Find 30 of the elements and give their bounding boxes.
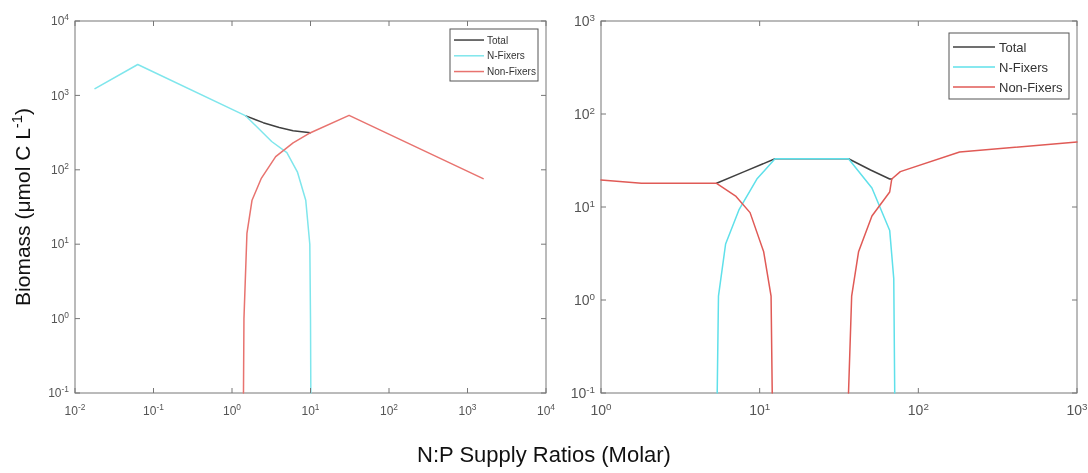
x-axis-title: N:P Supply Ratios (Molar)	[417, 442, 671, 467]
y-tick-label: 10$^{0}$	[50, 309, 70, 326]
y-tick-label: 10$^{1}$	[573, 197, 595, 215]
x-tick-label: 10$^{1}$	[749, 400, 771, 418]
x-tick-label: 10$^{4}$	[536, 402, 556, 418]
y-tick-label: 10$^{0}$	[573, 290, 596, 308]
legend-label: Non-Fixers	[487, 66, 536, 78]
x-tick-label: 10$^{2}$	[379, 402, 399, 418]
y-tick-label: 10$^{-1}$	[570, 383, 595, 401]
legend-label: N-Fixers	[999, 59, 1049, 75]
legend-label: Total	[487, 34, 509, 46]
y-tick-label: 10$^{1}$	[50, 235, 70, 252]
line-series	[245, 115, 312, 134]
y-tick-label: 10$^{2}$	[50, 161, 70, 177]
x-tick-label: 10$^{0}$	[222, 402, 242, 418]
x-tick-label: 10$^{0}$	[590, 400, 613, 418]
y-tick-label: 10$^{3}$	[573, 11, 596, 29]
x-tick-label: 10$^{-1}$	[143, 402, 165, 418]
x-tick-label: 10$^{2}$	[907, 400, 929, 418]
x-tick-label: 10$^{3}$	[458, 402, 477, 418]
y-tick-label: 10$^{2}$	[573, 104, 595, 122]
x-tick-label: 10$^{-2}$	[64, 402, 86, 418]
x-tick-label: 10$^{3}$	[1066, 400, 1088, 418]
y-tick-label: 10$^{3}$	[50, 86, 70, 103]
y-tick-label: 10$^{-1}$	[48, 384, 70, 401]
y-tick-label: 10$^{4}$	[50, 12, 70, 29]
x-tick-label: 10$^{1}$	[301, 402, 320, 418]
legend-label: N-Fixers	[487, 50, 525, 62]
legend-label: Non-Fixers	[999, 79, 1064, 95]
legend-label: Total	[999, 39, 1027, 55]
